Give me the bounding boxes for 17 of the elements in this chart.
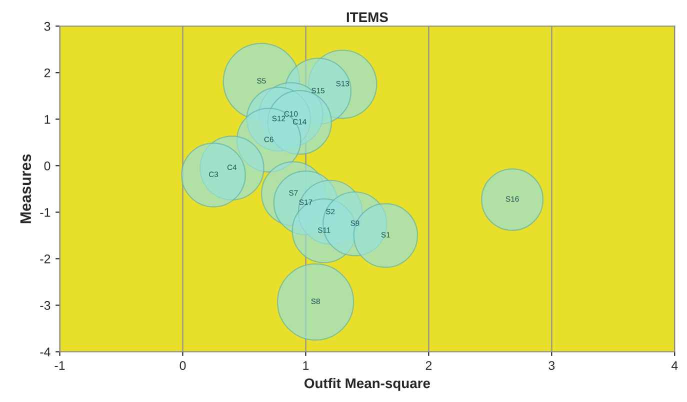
y-tick-label: 1 <box>44 115 50 124</box>
y-tick-label: 0 <box>44 161 50 170</box>
y-tick-label: -4 <box>40 348 50 356</box>
x-tick-label: 0 <box>180 361 186 370</box>
y-tick-label: 3 <box>44 22 50 31</box>
y-tick-label: -2 <box>40 254 50 264</box>
y-tick-label: -3 <box>40 301 50 310</box>
x-axis-title: Outfit Mean-square <box>304 378 430 391</box>
chart-title: ITEMS <box>346 12 388 22</box>
x-tick-label: 3 <box>548 361 555 370</box>
y-axis-title: Measures <box>20 154 32 224</box>
y-tick-label: 2 <box>44 68 50 78</box>
y-tick-label: -1 <box>40 208 50 217</box>
x-tick-label: 1 <box>303 361 309 370</box>
x-tick-label: -1 <box>54 361 65 370</box>
x-tick-label: 4 <box>671 361 678 370</box>
x-tick-label: 2 <box>426 361 432 370</box>
